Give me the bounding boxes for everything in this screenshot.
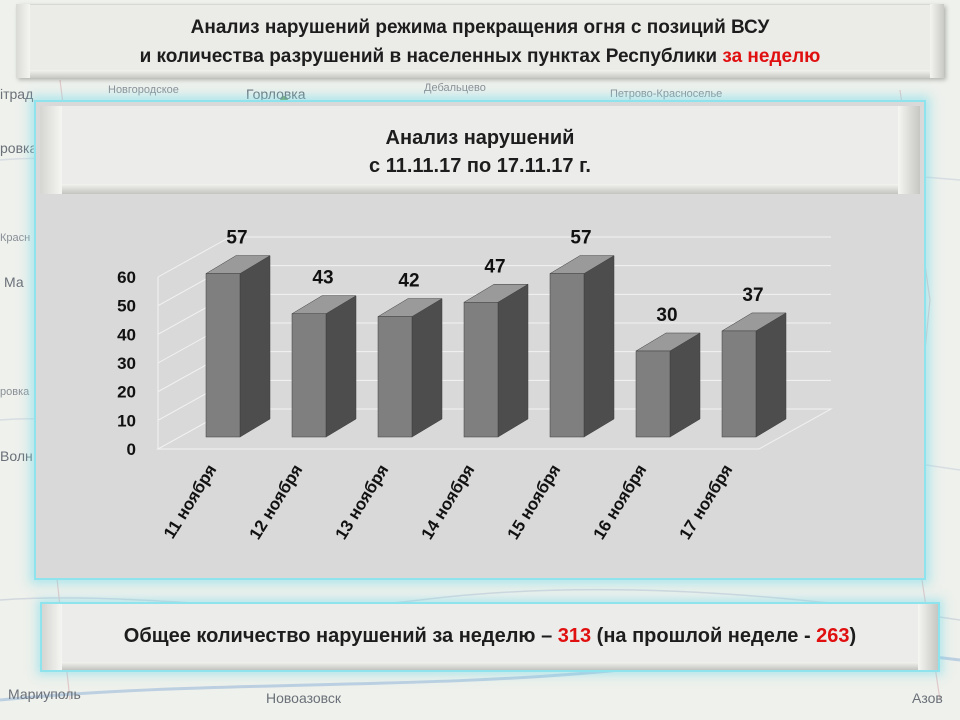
bar-chart: 0 10 20 30 40 50 60 57 11 ноября 43 12 ноября 42 13 … — [117, 228, 833, 543]
map-label: Дебальцево — [424, 82, 486, 94]
map-label: Красн — [0, 232, 31, 244]
bar — [377, 316, 413, 438]
summary-box: Общее количество нарушений за неделю – 3… — [40, 602, 940, 672]
bar — [463, 302, 499, 438]
data-label: 47 — [484, 256, 505, 277]
data-label: 57 — [570, 228, 591, 249]
map-label: Азов — [912, 690, 943, 706]
bar-side — [669, 332, 701, 438]
summary-bevel-bottom — [62, 662, 918, 670]
header-bevel-right — [930, 4, 944, 78]
map-label: Волн — [0, 448, 33, 464]
summary-suffix: ) — [849, 625, 857, 647]
bar-side — [325, 295, 357, 438]
y-tick-label: 0 — [127, 440, 136, 459]
page-title-accent: за неделю — [722, 46, 821, 67]
x-tick-label: 16 ноября — [589, 461, 650, 543]
x-tick-label: 13 ноября — [331, 461, 392, 543]
x-tick-label: 14 ноября — [417, 461, 478, 543]
summary-previous: 263 — [816, 625, 850, 647]
header-bevel-left — [16, 4, 30, 78]
summary-bevel-left — [42, 604, 62, 670]
summary-text: Общее количество нарушений за неделю – 3… — [42, 624, 938, 648]
page-title-line2: и количества разрушений в населенных пун… — [16, 42, 944, 71]
page-title: Анализ нарушений режима прекращения огня… — [16, 13, 944, 71]
bar-side — [239, 255, 271, 438]
map-label: Горловка — [246, 86, 306, 102]
gridline-side — [157, 236, 231, 278]
page-title-line1: Анализ нарушений режима прекращения огня… — [190, 17, 770, 38]
map-label: Ма — [4, 274, 24, 290]
summary-middle: (на прошлой неделе - — [591, 625, 817, 647]
page-title-line2-text: и количества разрушений в населенных пун… — [139, 46, 723, 67]
chart-title-bevel-bottom — [62, 184, 898, 194]
bar-side — [583, 255, 615, 438]
map-label: Новоазовск — [266, 690, 342, 706]
bar — [291, 313, 327, 438]
x-tick-label: 12 ноября — [245, 461, 306, 543]
chart-title-bevel-right — [898, 106, 920, 194]
bar-side — [411, 298, 443, 438]
map-label: Петрово-Красноселье — [610, 88, 723, 100]
y-tick-label: 50 — [117, 297, 136, 316]
bar-side — [755, 312, 787, 438]
x-tick-label: 15 ноября — [503, 461, 564, 543]
bar — [721, 330, 757, 438]
y-tick-label: 40 — [117, 325, 136, 344]
data-label: 43 — [312, 268, 333, 289]
summary-bevel-right — [918, 604, 938, 670]
summary-prefix: Общее количество нарушений за неделю – — [123, 625, 558, 647]
y-tick-label: 20 — [117, 383, 136, 402]
chart-title-box: Анализ нарушений с 11.11.17 по 17.11.17 … — [40, 106, 920, 194]
chart-title: Анализ нарушений с 11.11.17 по 17.11.17 … — [40, 124, 920, 180]
bar — [635, 350, 671, 438]
map-label: Новгородское — [108, 84, 179, 96]
x-tick-label: 11 ноября — [160, 461, 220, 542]
map-label: ровка — [0, 386, 30, 398]
data-label: 30 — [656, 305, 677, 326]
header-bevel-bottom — [30, 70, 930, 78]
map-label: ітрад — [0, 86, 34, 102]
bar — [205, 273, 241, 438]
chart-title-line1: Анализ нарушений — [385, 127, 575, 149]
summary-total: 313 — [557, 625, 592, 647]
map-label: ровка — [0, 140, 38, 156]
data-label: 37 — [742, 285, 763, 306]
page-header: Анализ нарушений режима прекращения огня… — [16, 4, 944, 78]
chart-title-line2: с 11.11.17 по 17.11.17 г. — [369, 155, 591, 177]
chart-panel: Анализ нарушений с 11.11.17 по 17.11.17 … — [34, 100, 926, 580]
bar — [549, 273, 585, 438]
y-tick-label: 10 — [117, 411, 136, 430]
data-label: 42 — [398, 271, 419, 292]
y-tick-label: 60 — [117, 268, 136, 287]
bar-side — [497, 283, 529, 438]
map-label: Мариуполь — [8, 686, 81, 702]
chart-title-bevel-left — [40, 106, 62, 194]
data-label: 57 — [226, 228, 247, 249]
x-tick-label: 17 ноября — [675, 461, 736, 543]
y-tick-label: 30 — [117, 354, 136, 373]
